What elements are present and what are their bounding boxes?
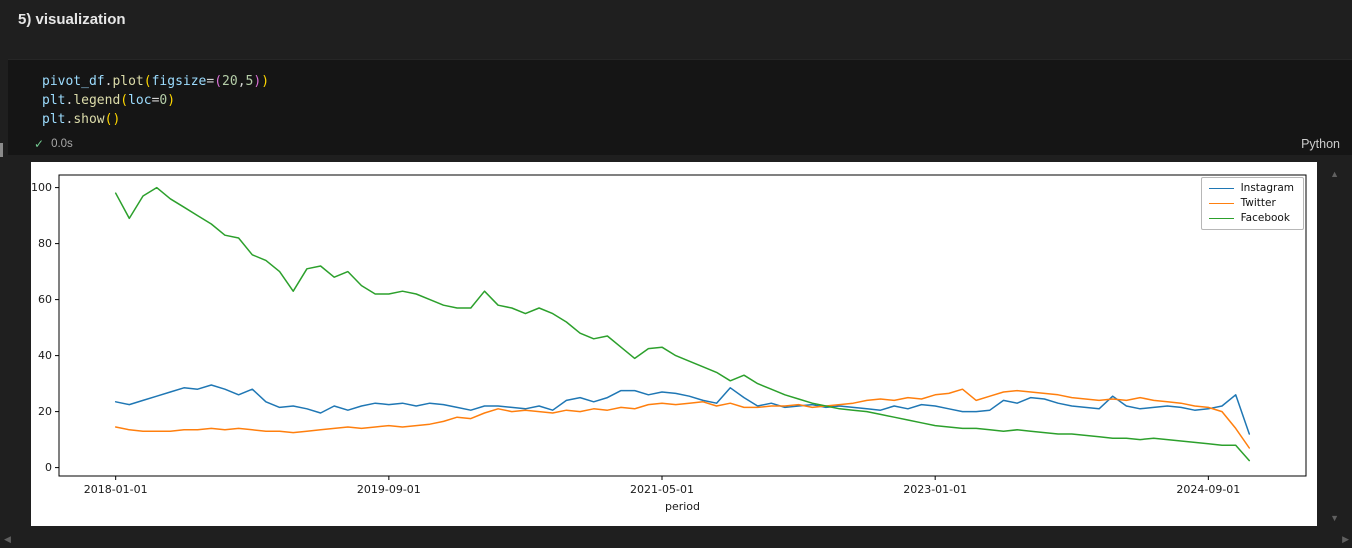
cell-status-bar: ✓ 0.0s Python [8, 133, 1352, 155]
legend-line-swatch [1208, 218, 1234, 219]
scroll-down-icon[interactable]: ▼ [1330, 513, 1339, 523]
code-line[interactable]: pivot_df.plot(figsize=(20,5)) [42, 72, 1352, 91]
svg-text:20: 20 [38, 405, 52, 418]
svg-text:0: 0 [45, 461, 52, 474]
svg-text:2019-09-01: 2019-09-01 [357, 483, 421, 496]
markdown-cell: 5) visualization [0, 0, 1352, 37]
chart-legend: Instagram Twitter Facebook [1200, 177, 1304, 230]
code-line[interactable]: plt.show() [42, 110, 1352, 129]
legend-line-swatch [1208, 203, 1234, 204]
code-token: ) [253, 74, 262, 89]
code-editor[interactable]: pivot_df.plot(figsize=(20,5)) plt.legend(… [8, 60, 1352, 133]
code-token: . [104, 74, 113, 89]
success-check-icon: ✓ [34, 137, 45, 151]
output-row: 0 20 40 60 80 100 2018-01-01 2019-09-01 2021-05-… [31, 162, 1352, 526]
scroll-left-icon[interactable]: ◀ [4, 534, 11, 544]
code-token: ) [261, 74, 270, 89]
code-cell[interactable]: pivot_df.plot(figsize=(20,5)) plt.legend(… [8, 59, 1352, 155]
cell-focus-marker [0, 143, 3, 157]
legend-entry: Twitter [1208, 197, 1294, 209]
svg-text:100: 100 [31, 181, 52, 194]
code-token: . [65, 112, 74, 127]
cell-language-label[interactable]: Python [1301, 137, 1340, 151]
chart-output: 0 20 40 60 80 100 2018-01-01 2019-09-01 2021-05-… [31, 162, 1317, 526]
code-token: 20 [222, 74, 238, 89]
svg-text:2023-01-01: 2023-01-01 [903, 483, 967, 496]
execution-status: ✓ 0.0s [34, 137, 73, 151]
code-token: pivot_df [42, 74, 105, 89]
code-line[interactable]: plt.legend(loc=0) [42, 91, 1352, 110]
code-token: , [237, 74, 246, 89]
code-token: plt [42, 93, 66, 108]
code-token: ( [143, 74, 152, 89]
code-token: = [206, 74, 215, 89]
code-token: ( [120, 93, 129, 108]
svg-text:period: period [665, 500, 700, 513]
svg-text:40: 40 [38, 349, 52, 362]
execution-duration: 0.0s [51, 138, 73, 150]
scroll-right-icon[interactable]: ▶ [1342, 534, 1349, 544]
scroll-up-icon[interactable]: ▲ [1330, 169, 1339, 179]
section-title: 5) visualization [18, 11, 126, 28]
svg-text:2018-01-01: 2018-01-01 [84, 483, 148, 496]
svg-text:80: 80 [38, 237, 52, 250]
legend-label: Facebook [1240, 212, 1290, 224]
legend-entry: Instagram [1208, 182, 1294, 194]
svg-text:2021-05-01: 2021-05-01 [630, 483, 694, 496]
code-token: ) [167, 93, 176, 108]
code-token: = [151, 93, 160, 108]
code-token: ( [214, 74, 223, 89]
code-token: . [65, 93, 74, 108]
svg-text:60: 60 [38, 293, 52, 306]
code-token: 5 [245, 74, 254, 89]
legend-entry: Facebook [1208, 212, 1294, 224]
code-token: 0 [159, 93, 168, 108]
svg-text:2024-09-01: 2024-09-01 [1176, 483, 1240, 496]
code-token: plt [42, 112, 66, 127]
code-token: ) [112, 112, 121, 127]
legend-line-swatch [1208, 188, 1234, 189]
code-token: loc [128, 93, 152, 108]
code-token: show [73, 112, 105, 127]
code-token: plot [112, 74, 144, 89]
code-token: ( [104, 112, 113, 127]
line-chart: 0 20 40 60 80 100 2018-01-01 2019-09-01 2021-05-… [31, 174, 1307, 513]
code-token: legend [73, 93, 121, 108]
legend-label: Instagram [1240, 182, 1294, 194]
code-token: figsize [151, 74, 207, 89]
legend-label: Twitter [1240, 197, 1276, 209]
